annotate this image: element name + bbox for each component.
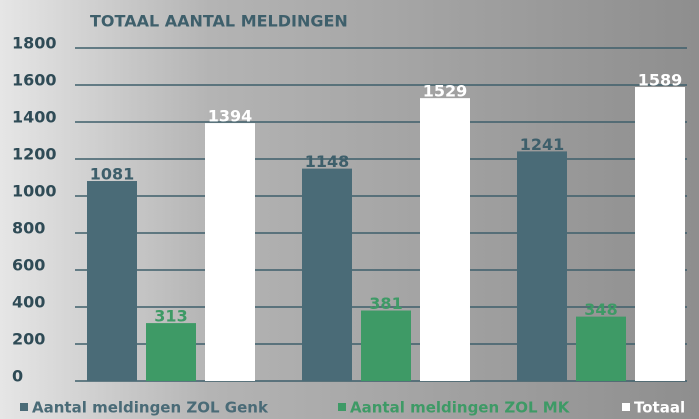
value-label: 348	[584, 300, 617, 319]
value-label: 1589	[638, 71, 683, 90]
bar	[205, 123, 255, 382]
legend-swatch	[20, 403, 28, 411]
legend-label: Aantal meldingen ZOL Genk	[32, 399, 269, 417]
y-tick-label: 1600	[12, 71, 57, 90]
legend-swatch	[338, 403, 346, 411]
legend-label: Totaal	[634, 399, 685, 417]
bar	[87, 181, 137, 381]
y-tick-label: 800	[12, 219, 45, 238]
y-tick-label: 600	[12, 256, 45, 275]
bar	[517, 151, 567, 381]
value-label: 313	[154, 307, 187, 326]
legend-swatch	[622, 403, 630, 411]
chart-title: TOTAAL AANTAL MELDINGEN	[90, 12, 348, 31]
y-tick-label: 1400	[12, 108, 57, 127]
bar	[302, 168, 352, 381]
bar	[576, 316, 626, 381]
legend-label: Aantal meldingen ZOL MK	[350, 399, 571, 417]
y-tick-label: 400	[12, 293, 45, 312]
y-tick-label: 1000	[12, 182, 57, 201]
bar	[146, 323, 196, 381]
y-tick-label: 1200	[12, 145, 57, 164]
y-tick-label: 200	[12, 330, 45, 349]
value-label: 1241	[520, 135, 565, 154]
bar	[420, 98, 470, 381]
bar	[635, 87, 685, 381]
value-label: 1081	[90, 165, 135, 184]
value-label: 1394	[208, 107, 253, 126]
value-label: 1529	[423, 82, 468, 101]
bar	[361, 310, 411, 381]
value-label: 1148	[305, 152, 350, 171]
value-label: 381	[369, 294, 402, 313]
y-tick-label: 1800	[12, 34, 57, 53]
y-tick-label: 0	[12, 367, 23, 386]
